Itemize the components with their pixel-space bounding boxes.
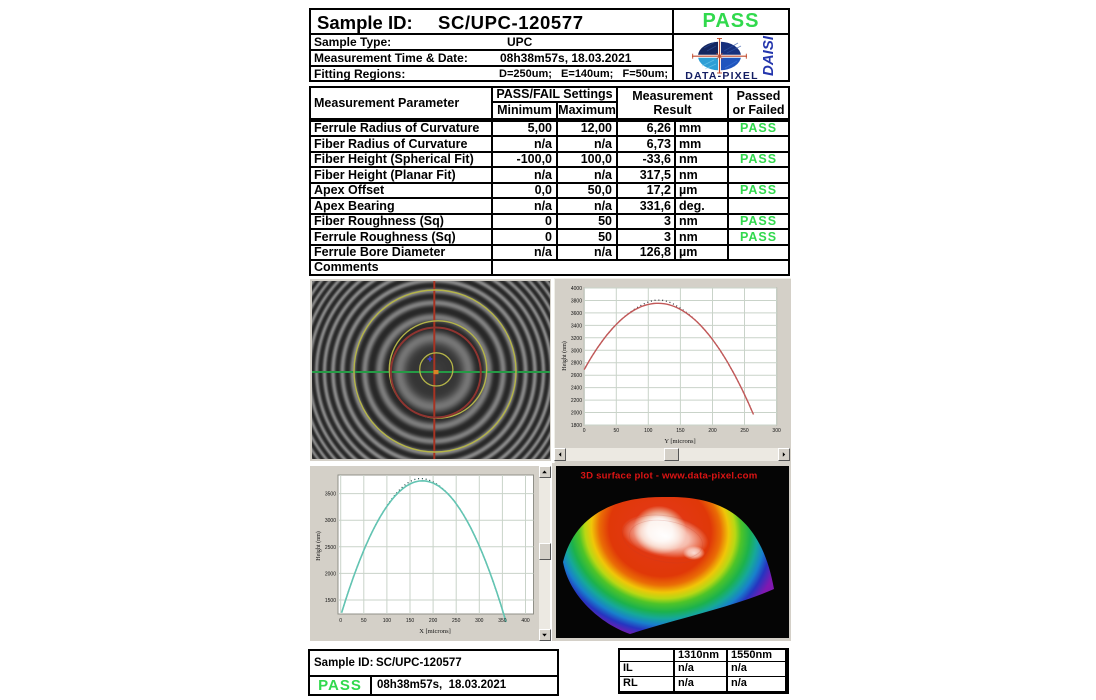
svg-text:100: 100 xyxy=(644,428,653,434)
svg-text:300: 300 xyxy=(475,618,484,624)
svg-text:Height (nm): Height (nm) xyxy=(561,341,568,371)
svg-text:3600: 3600 xyxy=(571,311,582,317)
svg-text:0: 0 xyxy=(583,428,586,434)
svg-text:DATA-PIXEL: DATA-PIXEL xyxy=(685,70,758,80)
svg-text:2800: 2800 xyxy=(571,361,582,367)
svg-text:3D surface plot - www.data-pix: 3D surface plot - www.data-pixel.com xyxy=(581,471,758,482)
svg-text:150: 150 xyxy=(406,618,415,624)
svg-text:Y [microns]: Y [microns] xyxy=(664,438,695,445)
svg-text:3200: 3200 xyxy=(571,336,582,342)
svg-text:250: 250 xyxy=(452,618,461,624)
svg-text:2000: 2000 xyxy=(325,571,336,577)
svg-text:50: 50 xyxy=(614,428,620,434)
svg-text:3000: 3000 xyxy=(325,518,336,524)
svg-text:2000: 2000 xyxy=(571,411,582,417)
svg-text:3500: 3500 xyxy=(325,492,336,498)
svg-text:X [microns]: X [microns] xyxy=(419,628,451,635)
svg-text:400: 400 xyxy=(521,618,530,624)
svg-text:1800: 1800 xyxy=(571,423,582,429)
svg-text:250: 250 xyxy=(740,428,749,434)
svg-text:4000: 4000 xyxy=(571,286,582,292)
svg-text:350: 350 xyxy=(498,618,507,624)
svg-text:3800: 3800 xyxy=(571,299,582,305)
svg-text:2600: 2600 xyxy=(571,373,582,379)
svg-text:150: 150 xyxy=(676,428,685,434)
svg-text:2400: 2400 xyxy=(571,386,582,392)
svg-text:Height (nm): Height (nm) xyxy=(315,531,322,561)
svg-text:3000: 3000 xyxy=(571,348,582,354)
svg-text:2500: 2500 xyxy=(325,545,336,551)
svg-text:100: 100 xyxy=(383,618,392,624)
svg-text:1500: 1500 xyxy=(325,598,336,604)
svg-text:2200: 2200 xyxy=(571,398,582,404)
svg-text:200: 200 xyxy=(708,428,717,434)
svg-text:3400: 3400 xyxy=(571,323,582,329)
svg-text:0: 0 xyxy=(339,618,342,624)
svg-text:DAISI: DAISI xyxy=(760,35,777,76)
svg-text:50: 50 xyxy=(361,618,367,624)
svg-text:200: 200 xyxy=(429,618,438,624)
svg-text:300: 300 xyxy=(772,428,781,434)
